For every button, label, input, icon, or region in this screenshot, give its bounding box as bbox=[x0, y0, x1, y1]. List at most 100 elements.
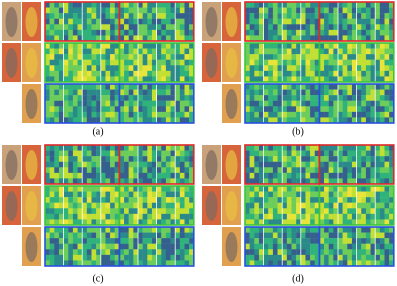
heatmap-cell bbox=[282, 117, 288, 124]
heatmap-cell bbox=[179, 106, 185, 113]
heatmap-cell bbox=[63, 100, 69, 107]
heatmap-cell bbox=[151, 18, 157, 25]
heatmap-cell bbox=[361, 106, 367, 113]
heatmap-cell bbox=[333, 2, 339, 8]
heatmap-cell bbox=[105, 117, 111, 124]
heatmap-cell bbox=[291, 70, 297, 77]
heatmap-cell bbox=[165, 35, 171, 42]
heatmap-cell bbox=[119, 243, 125, 250]
heatmap-cell bbox=[258, 65, 264, 72]
heatmap-cell bbox=[105, 84, 111, 90]
heatmap-cell bbox=[389, 111, 394, 118]
heatmap-cell bbox=[179, 89, 185, 96]
heatmap-cell bbox=[45, 208, 50, 215]
heatmap-cell bbox=[49, 172, 55, 179]
heatmap-cell bbox=[268, 213, 274, 220]
heatmap-cell bbox=[282, 70, 288, 77]
heatmap-cell bbox=[389, 186, 394, 192]
heatmap-cell bbox=[133, 208, 139, 215]
heatmap-cell bbox=[338, 178, 343, 185]
heatmap-cell bbox=[110, 24, 115, 31]
heatmap-cell bbox=[351, 13, 357, 19]
heatmap-cell bbox=[319, 2, 325, 8]
heatmap-cell bbox=[282, 238, 288, 244]
heatmap-cell bbox=[268, 2, 274, 8]
heatmap-cell bbox=[282, 167, 288, 174]
heatmap-cell bbox=[347, 156, 353, 162]
heatmap-cell bbox=[286, 219, 292, 226]
heatmap-cell bbox=[151, 197, 157, 203]
heatmap-cell bbox=[96, 167, 101, 174]
heatmap-cell bbox=[268, 89, 274, 96]
heatmap-cell bbox=[110, 2, 115, 8]
heatmap-cell bbox=[254, 70, 260, 77]
heatmap-cell bbox=[82, 202, 88, 209]
heatmap-cell bbox=[356, 54, 362, 60]
heatmap-cell bbox=[110, 249, 115, 256]
heatmap-cell bbox=[161, 2, 167, 8]
heatmap-cell bbox=[258, 219, 264, 226]
heatmap-cell bbox=[365, 208, 371, 215]
heatmap-cell bbox=[389, 100, 394, 107]
heatmap-cell bbox=[361, 76, 367, 83]
heatmap-cell bbox=[184, 219, 190, 226]
heatmap-cell bbox=[310, 238, 315, 244]
heatmap-cell bbox=[365, 43, 371, 49]
heatmap-cell bbox=[91, 145, 97, 151]
heatmap-cell bbox=[105, 202, 111, 209]
heatmap-cell bbox=[100, 65, 106, 72]
heatmap-cell bbox=[384, 59, 390, 66]
heatmap-cell bbox=[124, 7, 129, 14]
heatmap-cell bbox=[319, 238, 325, 244]
heatmap-cell bbox=[291, 243, 297, 250]
heatmap-cell bbox=[128, 95, 134, 101]
heatmap-cell bbox=[356, 29, 362, 36]
heatmap-cell bbox=[319, 117, 325, 124]
heatmap-cell bbox=[263, 106, 269, 113]
heatmap-cell bbox=[324, 150, 329, 157]
heatmap-cell bbox=[114, 43, 120, 49]
heatmap-cell bbox=[319, 202, 325, 209]
heatmap-cell bbox=[245, 238, 250, 244]
heatmap-cell bbox=[184, 232, 190, 239]
heatmap-cell bbox=[142, 29, 148, 36]
heatmap-cell bbox=[282, 150, 288, 157]
heatmap-cell bbox=[156, 24, 162, 31]
heatmap-cell bbox=[82, 186, 88, 192]
heatmap-cell bbox=[142, 24, 148, 31]
heatmap-cell bbox=[114, 7, 120, 14]
heatmap-cell bbox=[314, 254, 320, 261]
heatmap-cell bbox=[338, 172, 343, 179]
heatmap-cell bbox=[286, 186, 292, 192]
heatmap-cell bbox=[361, 48, 367, 55]
heatmap-cell bbox=[170, 29, 176, 36]
heatmap-cell bbox=[375, 117, 381, 124]
heatmap-cell bbox=[245, 213, 250, 220]
heatmap-cell bbox=[105, 24, 111, 31]
heatmap-cell bbox=[86, 35, 92, 42]
heatmap-cell bbox=[45, 150, 50, 157]
heatmap-cell bbox=[156, 172, 162, 179]
photo-highlight bbox=[205, 7, 218, 37]
heatmap-cell bbox=[286, 172, 292, 179]
heatmap-cell bbox=[245, 202, 250, 209]
heatmap-cell bbox=[124, 76, 129, 83]
heatmap-cell bbox=[356, 76, 362, 83]
heatmap-cell bbox=[245, 95, 250, 101]
heatmap-cell bbox=[138, 95, 143, 101]
heatmap-cell bbox=[379, 213, 385, 220]
heatmap-cell bbox=[45, 59, 50, 66]
heatmap-cell bbox=[133, 219, 139, 226]
heatmap-cell bbox=[58, 29, 64, 36]
heatmap-cell bbox=[328, 95, 334, 101]
heatmap-cell bbox=[86, 191, 92, 198]
heatmap-cell bbox=[361, 172, 367, 179]
heatmap-cell bbox=[82, 238, 88, 244]
heatmap-cell bbox=[384, 111, 390, 118]
heatmap-cell bbox=[128, 186, 134, 192]
heatmap-cell bbox=[342, 254, 348, 261]
heatmap-cell bbox=[296, 2, 301, 8]
heatmap-cell bbox=[305, 2, 311, 8]
heatmap-cell bbox=[351, 7, 357, 14]
heatmap-cell bbox=[147, 29, 153, 36]
